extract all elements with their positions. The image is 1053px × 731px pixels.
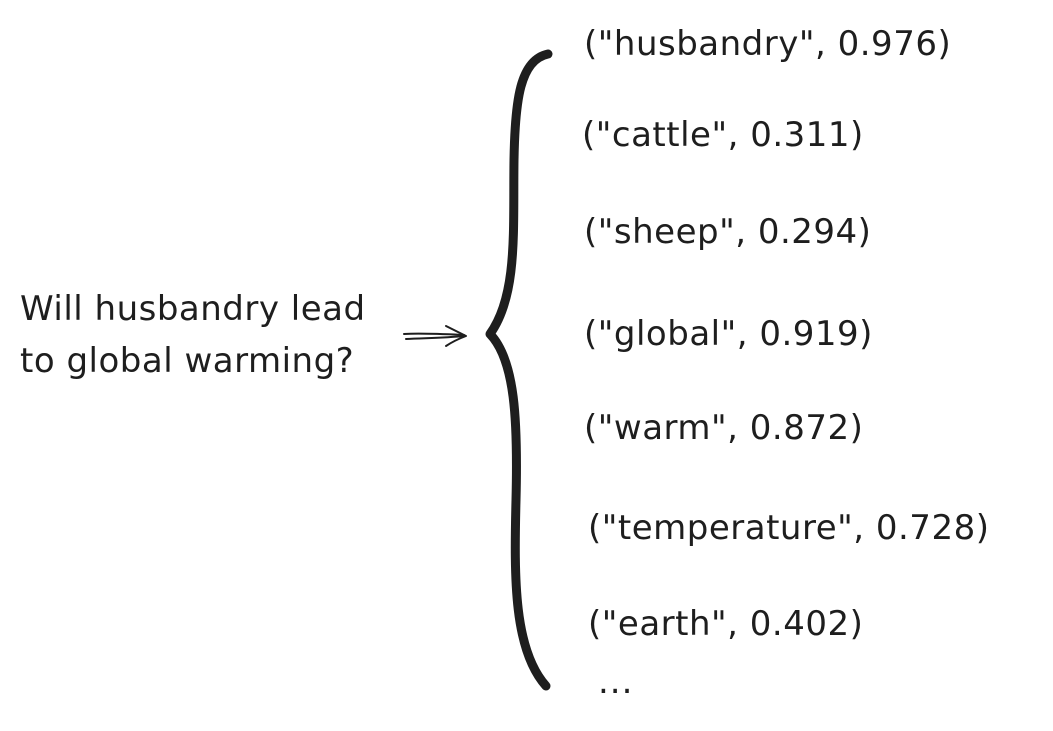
question-line-1: Will husbandry lead xyxy=(20,289,366,329)
keyword-item-temperature: ("temperature", 0.728) xyxy=(588,508,990,548)
keyword-item-warm: ("warm", 0.872) xyxy=(584,408,864,448)
question-text: Will husbandry lead to global warming? xyxy=(20,283,400,387)
keyword-item-cattle: ("cattle", 0.311) xyxy=(582,115,864,155)
question-line-2: to global warming? xyxy=(20,341,355,381)
right-arrow-icon xyxy=(403,325,467,347)
keyword-item-sheep: ("sheep", 0.294) xyxy=(584,212,872,252)
keyword-item-earth: ("earth", 0.402) xyxy=(588,604,864,644)
more-ellipsis: ... xyxy=(598,662,634,702)
keyword-item-husbandry: ("husbandry", 0.976) xyxy=(584,24,952,64)
curly-brace xyxy=(485,49,553,691)
keyword-item-global: ("global", 0.919) xyxy=(584,314,873,354)
